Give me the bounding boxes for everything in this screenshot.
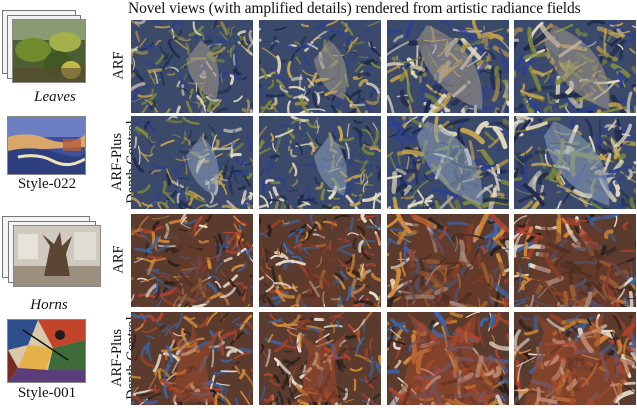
render-tile-arf-leaves-view-1 [131,20,253,113]
render-tile-arfplus-leaves-view-1 [131,116,253,209]
leaves-scene-stack [2,10,107,85]
render-tile-arf-horns-view-1 [131,214,253,307]
render-tile-arfplus-leaves-view-4 [514,116,636,209]
horns-scene-photo [14,226,100,286]
row-label-arf-horns: ARF [110,245,127,274]
render-tile-arf-leaves-view-2 [259,20,381,113]
render-tile-arfplus-horns-view-4 [514,312,636,405]
row-label-arf-leaves: ARF [110,51,127,80]
render-tile-arfplus-horns-view-2 [259,312,381,405]
render-tile-arf-horns-view-2 [259,214,381,307]
scene-label-horns: Horns [30,297,68,313]
render-tile-arfplus-horns-view-1 [131,312,253,405]
style-label-001: Style-001 [17,385,77,401]
leaves-scene-photo [13,20,85,82]
horns-scene-stack [2,216,107,291]
style-001-thumbnail [8,320,85,382]
render-tile-arf-leaves-view-4 [514,20,636,113]
render-tile-arf-leaves-view-3 [387,20,509,113]
figure-caption: Novel views (with amplified details) ren… [128,0,581,17]
style-022-thumbnail [8,117,85,174]
render-tile-arf-horns-view-3 [387,214,509,307]
render-tile-arfplus-leaves-view-3 [387,116,509,209]
scene-label-leaves: Leaves [34,89,76,105]
style-label-022: Style-022 [17,176,77,192]
row-label-arfplus-line1: ARF-Plus [109,132,125,192]
render-tile-arfplus-horns-view-3 [387,312,509,405]
row-label-arfplus-line1: ARF-Plus [109,328,125,388]
render-tile-arf-horns-view-4 [514,214,636,307]
render-tile-arfplus-leaves-view-2 [259,116,381,209]
